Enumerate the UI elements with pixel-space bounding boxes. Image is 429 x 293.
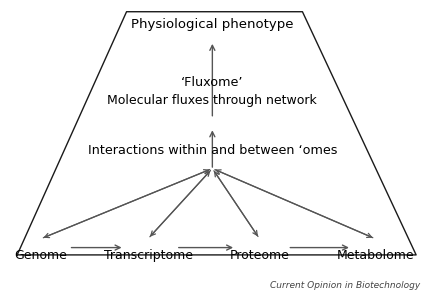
Text: Genome: Genome — [14, 249, 67, 262]
Text: Transcriptome: Transcriptome — [103, 249, 193, 262]
Text: Molecular fluxes through network: Molecular fluxes through network — [108, 94, 317, 107]
Text: ‘Fluxome’: ‘Fluxome’ — [181, 76, 244, 89]
Text: Interactions within and between ‘omes: Interactions within and between ‘omes — [88, 144, 337, 157]
Text: Current Opinion in Biotechnology: Current Opinion in Biotechnology — [270, 281, 420, 290]
Text: Physiological phenotype: Physiological phenotype — [131, 18, 293, 31]
Text: Metabolome: Metabolome — [337, 249, 414, 262]
Text: Proteome: Proteome — [230, 249, 290, 262]
